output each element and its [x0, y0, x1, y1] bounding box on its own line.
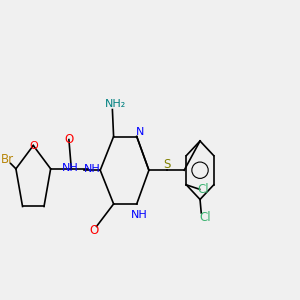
- Text: O: O: [89, 224, 99, 237]
- Text: O: O: [29, 140, 38, 151]
- Text: Cl: Cl: [197, 183, 209, 196]
- Text: N: N: [136, 127, 145, 137]
- Text: NH₂: NH₂: [105, 99, 126, 109]
- Text: NH: NH: [84, 164, 100, 174]
- Text: NH: NH: [62, 163, 79, 173]
- Text: Br: Br: [1, 153, 14, 166]
- Text: NH: NH: [131, 210, 148, 220]
- Text: O: O: [64, 133, 74, 146]
- Text: Cl: Cl: [199, 211, 211, 224]
- Text: S: S: [164, 158, 171, 171]
